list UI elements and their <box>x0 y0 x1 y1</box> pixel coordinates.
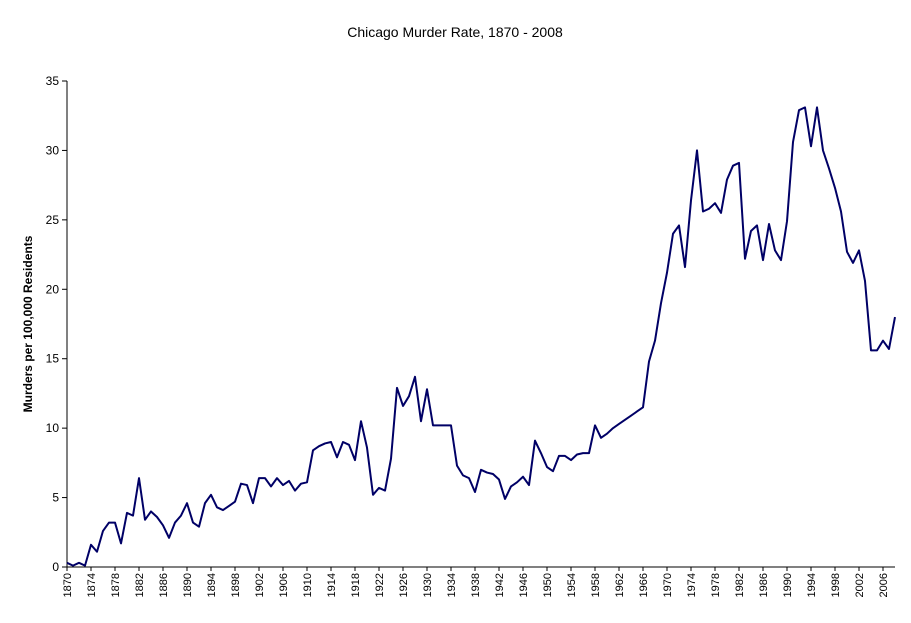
y-tick-label: 10 <box>46 421 60 435</box>
x-tick-label: 1886 <box>158 573 170 597</box>
x-tick-label: 1978 <box>710 573 722 597</box>
x-tick-label: 1870 <box>62 573 74 597</box>
x-tick-label: 1990 <box>782 573 794 597</box>
x-tick-label: 1882 <box>134 573 146 597</box>
x-tick-label: 1922 <box>374 573 386 597</box>
x-tick-label: 1938 <box>470 573 482 597</box>
x-tick-label: 1874 <box>86 573 98 597</box>
x-tick-label: 1958 <box>590 573 602 597</box>
y-tick-label: 30 <box>46 143 60 157</box>
x-tick-label: 1930 <box>422 573 434 597</box>
x-tick-label: 1994 <box>806 573 818 597</box>
x-tick-label: 1946 <box>518 573 530 597</box>
y-axis-label: Murders per 100,000 Residents <box>21 235 35 412</box>
x-tick-label: 1966 <box>638 573 650 597</box>
x-tick-label: 1982 <box>734 573 746 597</box>
x-tick-label: 1910 <box>302 573 314 597</box>
x-tick-label: 1918 <box>350 573 362 597</box>
x-tick-label: 1934 <box>446 573 458 597</box>
x-tick-label: 1894 <box>206 573 218 597</box>
x-tick-label: 1878 <box>110 573 122 597</box>
y-tick-label: 25 <box>46 213 60 227</box>
x-tick-label: 1998 <box>830 573 842 597</box>
x-tick-label: 1962 <box>614 573 626 597</box>
x-tick-label: 1914 <box>326 573 338 597</box>
y-tick-label: 20 <box>46 282 60 296</box>
x-tick-label: 1942 <box>494 573 506 597</box>
x-tick-label: 1898 <box>230 573 242 597</box>
x-tick-label: 2006 <box>878 573 890 597</box>
x-tick-label: 1970 <box>662 573 674 597</box>
x-tick-label: 1890 <box>182 573 194 597</box>
x-tick-label: 1906 <box>278 573 290 597</box>
x-tick-label: 1986 <box>758 573 770 597</box>
x-tick-label: 2002 <box>854 573 866 597</box>
y-tick-label: 35 <box>46 74 60 88</box>
x-tick-label: 1974 <box>686 573 698 597</box>
y-tick-label: 15 <box>46 352 60 366</box>
chart-title: Chicago Murder Rate, 1870 - 2008 <box>347 24 563 40</box>
x-tick-label: 1902 <box>254 573 266 597</box>
y-tick-label: 5 <box>52 491 59 505</box>
x-tick-label: 1954 <box>566 573 578 597</box>
x-tick-label: 1926 <box>398 573 410 597</box>
x-tick-label: 1950 <box>542 573 554 597</box>
data-line <box>66 106 896 567</box>
y-tick-label: 0 <box>52 560 59 574</box>
